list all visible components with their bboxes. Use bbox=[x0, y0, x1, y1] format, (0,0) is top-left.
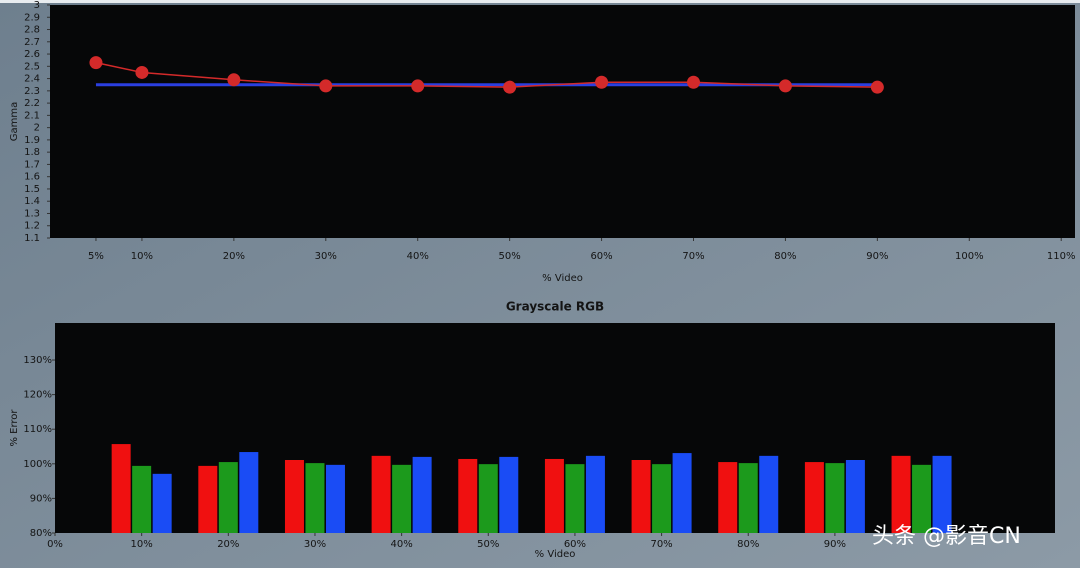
y-tick-label: 120% bbox=[23, 390, 52, 401]
y-tick-label: 1.7 bbox=[24, 159, 40, 170]
bar bbox=[825, 463, 845, 533]
y-tick-label: 1.4 bbox=[24, 196, 40, 207]
y-tick-label: 2.6 bbox=[24, 49, 40, 60]
x-tick-label: 70% bbox=[682, 251, 704, 262]
y-tick-label: 2.2 bbox=[24, 98, 40, 109]
x-tick-label: 90% bbox=[866, 251, 888, 262]
chart-title: Grayscale RGB bbox=[506, 300, 604, 314]
x-tick-label: 5% bbox=[88, 251, 104, 262]
y-tick-label: 1.3 bbox=[24, 208, 40, 219]
y-tick-label: 2 bbox=[34, 123, 40, 134]
x-tick-label: 80% bbox=[737, 539, 759, 550]
bar bbox=[565, 464, 585, 533]
bar bbox=[804, 462, 824, 533]
x-tick-label: 80% bbox=[774, 251, 796, 262]
y-tick-label: 1.6 bbox=[24, 172, 40, 183]
y-tick-label: 130% bbox=[23, 355, 52, 366]
bar bbox=[718, 462, 738, 533]
bar bbox=[759, 455, 779, 533]
bar bbox=[738, 463, 758, 533]
data-point bbox=[89, 56, 103, 70]
x-tick-label: 40% bbox=[391, 539, 413, 550]
bar bbox=[198, 465, 218, 533]
x-tick-label: 50% bbox=[477, 539, 499, 550]
y-tick-label: 2.8 bbox=[24, 25, 40, 36]
bar bbox=[284, 460, 304, 533]
bar bbox=[499, 456, 519, 533]
x-tick-label: 30% bbox=[304, 539, 326, 550]
y-tick-label: 1.8 bbox=[24, 147, 40, 158]
y-tick-label: 1.2 bbox=[24, 221, 40, 232]
bar bbox=[652, 464, 672, 533]
x-tick-label: 50% bbox=[499, 251, 521, 262]
y-axis-label: Gamma bbox=[9, 102, 20, 142]
x-tick-label: 70% bbox=[650, 539, 672, 550]
bar bbox=[845, 460, 865, 533]
y-tick-label: 2.3 bbox=[24, 86, 40, 97]
x-tick-label: 30% bbox=[315, 251, 337, 262]
bar bbox=[152, 473, 172, 533]
x-tick-label: 10% bbox=[131, 539, 153, 550]
y-tick-label: 90% bbox=[30, 493, 52, 504]
data-point bbox=[503, 80, 517, 94]
y-tick-label: 2.7 bbox=[24, 37, 40, 48]
x-tick-label: 60% bbox=[590, 251, 612, 262]
bar bbox=[412, 456, 432, 533]
y-tick-label: 2.5 bbox=[24, 61, 40, 72]
bar bbox=[544, 458, 564, 533]
x-axis-label: % Video bbox=[535, 549, 576, 560]
bar bbox=[932, 455, 952, 533]
y-tick-label: 2.9 bbox=[24, 12, 40, 23]
data-point bbox=[135, 65, 149, 79]
data-point bbox=[778, 79, 792, 93]
bar bbox=[672, 453, 692, 533]
bar bbox=[325, 464, 345, 533]
bar bbox=[218, 462, 238, 533]
watermark: 头条 @影音CN bbox=[872, 524, 1021, 549]
top-border bbox=[0, 0, 1080, 3]
y-tick-label: 1.1 bbox=[24, 233, 40, 244]
y-tick-label: 3 bbox=[34, 0, 40, 11]
bar bbox=[239, 452, 259, 533]
bar bbox=[371, 455, 391, 533]
y-tick-label: 2.1 bbox=[24, 110, 40, 121]
bar bbox=[305, 463, 325, 533]
data-point bbox=[870, 80, 884, 94]
bar bbox=[111, 444, 131, 533]
x-axis-label: % Video bbox=[542, 273, 583, 284]
y-tick-label: 1.9 bbox=[24, 135, 40, 146]
x-tick-label: 20% bbox=[217, 539, 239, 550]
bar bbox=[631, 460, 651, 533]
bar bbox=[478, 464, 498, 533]
y-axis-label: % Error bbox=[9, 409, 20, 447]
x-tick-label: 40% bbox=[407, 251, 429, 262]
data-point bbox=[319, 79, 333, 93]
bar bbox=[912, 464, 932, 533]
data-point bbox=[595, 75, 609, 89]
data-point bbox=[686, 75, 700, 89]
data-point bbox=[411, 79, 425, 93]
y-tick-label: 1.5 bbox=[24, 184, 40, 195]
bar bbox=[891, 455, 911, 533]
y-tick-label: 2.4 bbox=[24, 74, 40, 85]
bar bbox=[585, 455, 605, 533]
x-tick-label: 60% bbox=[564, 539, 586, 550]
x-tick-label: 20% bbox=[223, 251, 245, 262]
bar bbox=[392, 464, 412, 533]
x-tick-label: 10% bbox=[131, 251, 153, 262]
y-tick-label: 80% bbox=[30, 528, 52, 539]
bar bbox=[458, 458, 478, 533]
plot-area bbox=[50, 5, 1075, 238]
y-tick-label: 110% bbox=[23, 424, 52, 435]
bar bbox=[132, 465, 152, 533]
y-tick-label: 100% bbox=[23, 459, 52, 470]
data-point bbox=[227, 73, 241, 87]
x-tick-label: 0% bbox=[47, 539, 63, 550]
x-tick-label: 110% bbox=[1047, 251, 1076, 262]
x-tick-label: 100% bbox=[955, 251, 984, 262]
line-series bbox=[95, 61, 878, 88]
x-tick-label: 90% bbox=[824, 539, 846, 550]
